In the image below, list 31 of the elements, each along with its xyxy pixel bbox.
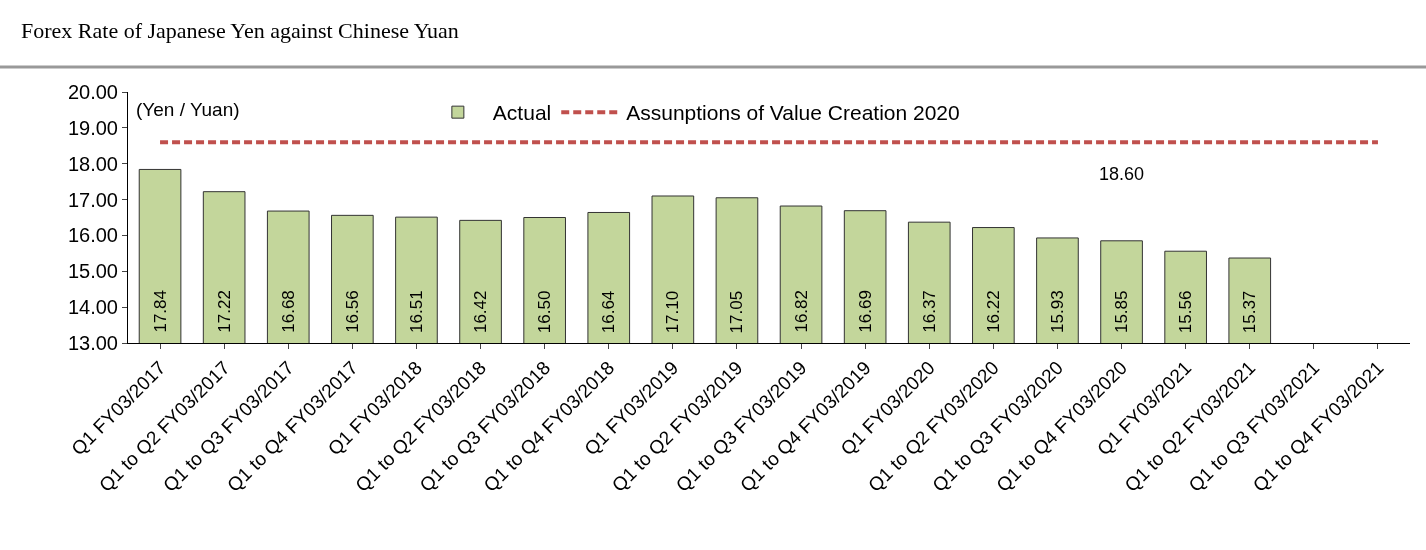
- legend-label: Actual: [492, 101, 552, 125]
- data-label: 16.82: [791, 290, 811, 333]
- data-label: 17.10: [663, 290, 683, 334]
- data-label: 15.93: [1047, 290, 1067, 333]
- data-label: 15.56: [1176, 290, 1196, 334]
- y-tick-label: 15.00: [67, 260, 118, 283]
- y-tick-label: 18.00: [67, 152, 118, 175]
- data-label: 16.56: [342, 290, 362, 333]
- y-tick-label: 20.00: [67, 81, 118, 103]
- data-label: 16.50: [535, 290, 555, 334]
- y-axis-title: (Yen / Yuan): [136, 99, 240, 120]
- legend-label: Assunptions of Value Creation 2020: [626, 101, 960, 125]
- y-tick-label: 16.00: [67, 224, 118, 247]
- data-label: 16.51: [406, 290, 426, 333]
- data-label: 16.42: [471, 290, 491, 334]
- data-label: 15.85: [1112, 290, 1132, 334]
- y-tick-label: 17.00: [67, 188, 118, 211]
- data-label: 17.05: [727, 290, 747, 334]
- data-label: 16.64: [599, 290, 619, 334]
- data-label: 17.22: [214, 290, 234, 333]
- data-label: 16.68: [278, 290, 298, 333]
- data-label: 16.69: [855, 290, 875, 333]
- data-label: 16.37: [919, 290, 939, 333]
- annotation: 18.60: [1099, 164, 1145, 184]
- y-tick-label: 19.00: [67, 116, 118, 139]
- data-label: 17.84: [150, 290, 170, 333]
- y-tick-label: 13.00: [67, 332, 118, 354]
- y-tick-label: 14.00: [67, 296, 118, 319]
- chart-title: Forex Rate of Japanese Yen against Chinese Yuan: [21, 18, 459, 43]
- data-label: 15.37: [1240, 290, 1260, 334]
- data-label: 16.22: [983, 290, 1003, 333]
